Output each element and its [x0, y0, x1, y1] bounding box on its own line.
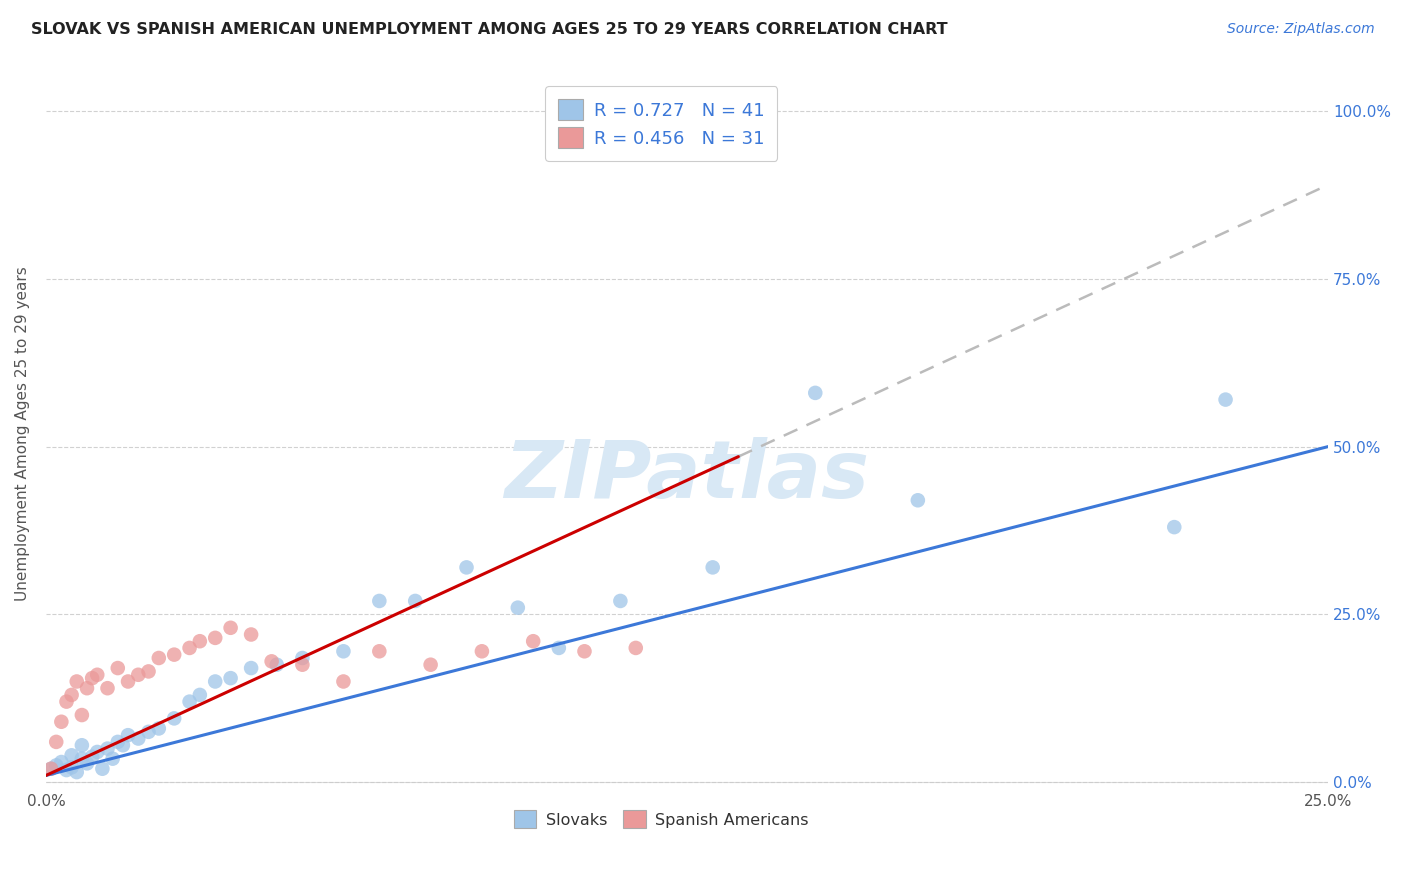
Point	[101, 752, 124, 766]
Point	[86, 667, 108, 681]
Point	[260, 654, 283, 668]
Point	[804, 385, 827, 400]
Point	[70, 708, 93, 723]
Point	[45, 758, 67, 772]
Point	[547, 640, 569, 655]
Point	[60, 760, 83, 774]
Point	[624, 640, 647, 655]
Point	[702, 560, 724, 574]
Point	[204, 674, 226, 689]
Point	[127, 731, 149, 746]
Point	[60, 688, 83, 702]
Point	[404, 594, 426, 608]
Point	[138, 665, 160, 679]
Point	[219, 671, 242, 685]
Text: Source: ZipAtlas.com: Source: ZipAtlas.com	[1227, 22, 1375, 37]
Point	[51, 755, 73, 769]
Point	[179, 640, 201, 655]
Text: SLOVAK VS SPANISH AMERICAN UNEMPLOYMENT AMONG AGES 25 TO 29 YEARS CORRELATION CH: SLOVAK VS SPANISH AMERICAN UNEMPLOYMENT …	[31, 22, 948, 37]
Point	[609, 594, 631, 608]
Point	[1215, 392, 1237, 407]
Point	[86, 745, 108, 759]
Point	[368, 644, 391, 658]
Point	[76, 681, 98, 696]
Point	[127, 667, 149, 681]
Text: ZIPatlas: ZIPatlas	[505, 437, 869, 515]
Point	[107, 735, 129, 749]
Point	[66, 674, 89, 689]
Point	[266, 657, 288, 672]
Point	[96, 681, 118, 696]
Point	[39, 762, 62, 776]
Point	[240, 627, 263, 641]
Point	[907, 493, 929, 508]
Point	[522, 634, 544, 648]
Point	[148, 722, 170, 736]
Point	[163, 648, 186, 662]
Point	[204, 631, 226, 645]
Point	[66, 765, 89, 780]
Point	[188, 634, 211, 648]
Point	[240, 661, 263, 675]
Point	[107, 661, 129, 675]
Point	[332, 644, 354, 658]
Point	[96, 741, 118, 756]
Point	[82, 749, 104, 764]
Point	[45, 735, 67, 749]
Point	[456, 560, 478, 574]
Point	[70, 738, 93, 752]
Point	[471, 644, 494, 658]
Point	[368, 594, 391, 608]
Point	[39, 762, 62, 776]
Point	[91, 762, 114, 776]
Point	[219, 621, 242, 635]
Point	[138, 724, 160, 739]
Point	[419, 657, 441, 672]
Point	[291, 657, 314, 672]
Point	[117, 674, 139, 689]
Point	[163, 711, 186, 725]
Point	[55, 695, 77, 709]
Point	[60, 748, 83, 763]
Point	[117, 728, 139, 742]
Point	[76, 756, 98, 771]
Point	[55, 763, 77, 777]
Point	[111, 738, 134, 752]
Point	[1163, 520, 1185, 534]
Point	[291, 651, 314, 665]
Point	[51, 714, 73, 729]
Point	[506, 600, 529, 615]
Point	[70, 752, 93, 766]
Point	[82, 671, 104, 685]
Point	[332, 674, 354, 689]
Y-axis label: Unemployment Among Ages 25 to 29 years: Unemployment Among Ages 25 to 29 years	[15, 266, 30, 600]
Point	[179, 695, 201, 709]
Point	[188, 688, 211, 702]
Point	[148, 651, 170, 665]
Legend: Slovaks, Spanish Americans: Slovaks, Spanish Americans	[508, 804, 815, 834]
Point	[574, 644, 596, 658]
